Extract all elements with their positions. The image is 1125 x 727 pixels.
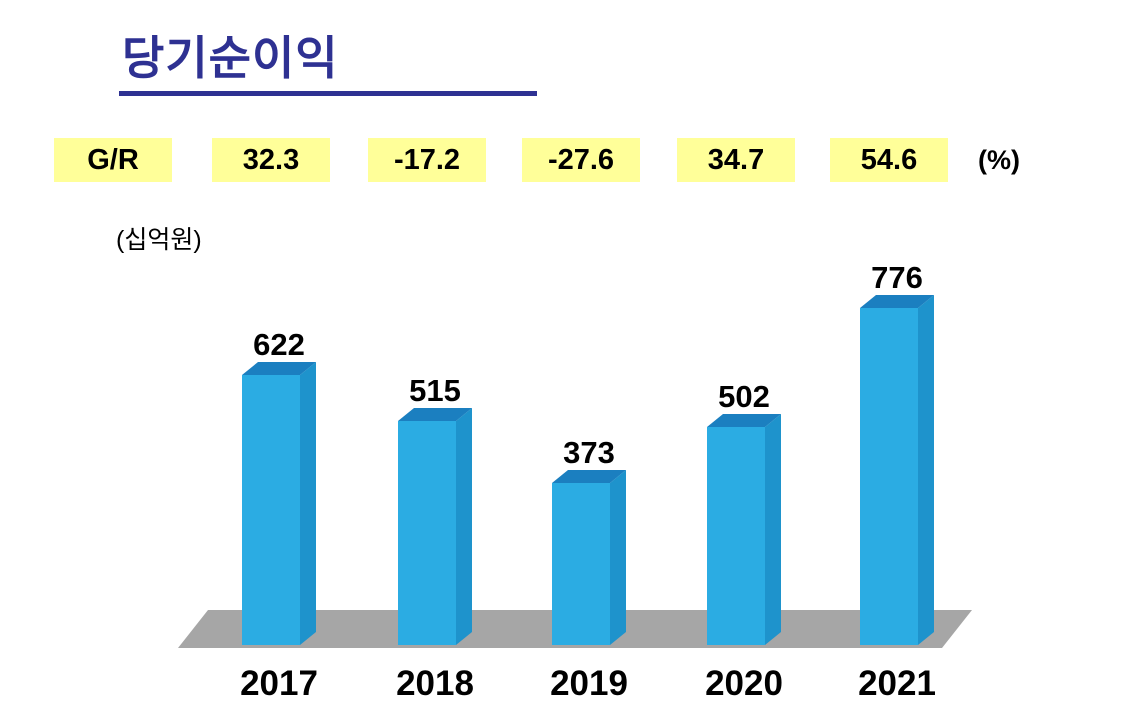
gr-value-2021: 54.6 [830, 138, 948, 182]
percent-unit-label: (%) [978, 145, 1020, 175]
title-underline [119, 91, 537, 96]
bar-value-2019: 373 [563, 435, 615, 470]
gr-value-2018: -17.2 [368, 138, 486, 182]
chart-title: 당기순이익 [122, 32, 339, 84]
gr-value-2017: 32.3 [212, 138, 330, 182]
bar-top-2017 [242, 362, 316, 375]
gr-value-2019: -27.6 [522, 138, 640, 182]
bar-value-2018: 515 [409, 373, 461, 408]
bar-front-2021 [860, 308, 918, 645]
bar-front-2019 [552, 483, 610, 645]
gr-label: G/R [54, 138, 172, 182]
year-label-2021: 2021 [858, 664, 936, 703]
bar-top-2020 [707, 414, 781, 427]
bar-value-2021: 776 [871, 260, 923, 295]
bar-value-2017: 622 [253, 327, 305, 362]
bar-top-2021 [860, 295, 934, 308]
bar-side-2021 [918, 295, 934, 645]
bar-front-2018 [398, 421, 456, 645]
growth-rate-row: G/R 32.3 -17.2 -27.6 34.7 54.6 [0, 138, 1125, 182]
bar-front-2017 [242, 375, 300, 645]
year-label-2020: 2020 [705, 664, 783, 703]
x-axis-labels: 2017 2018 2019 2020 2021 [0, 664, 1125, 719]
bar-front-2020 [707, 427, 765, 645]
year-label-2018: 2018 [396, 664, 474, 703]
bar-side-2018 [456, 408, 472, 645]
unit-label: (십억원) [116, 226, 202, 254]
bar-top-2019 [552, 470, 626, 483]
bar-side-2020 [765, 414, 781, 645]
year-label-2019: 2019 [550, 664, 628, 703]
bar-side-2019 [610, 470, 626, 645]
gr-value-2020: 34.7 [677, 138, 795, 182]
bar-side-2017 [300, 362, 316, 645]
bar-value-2020: 502 [718, 379, 770, 414]
year-label-2017: 2017 [240, 664, 318, 703]
bar-top-2018 [398, 408, 472, 421]
